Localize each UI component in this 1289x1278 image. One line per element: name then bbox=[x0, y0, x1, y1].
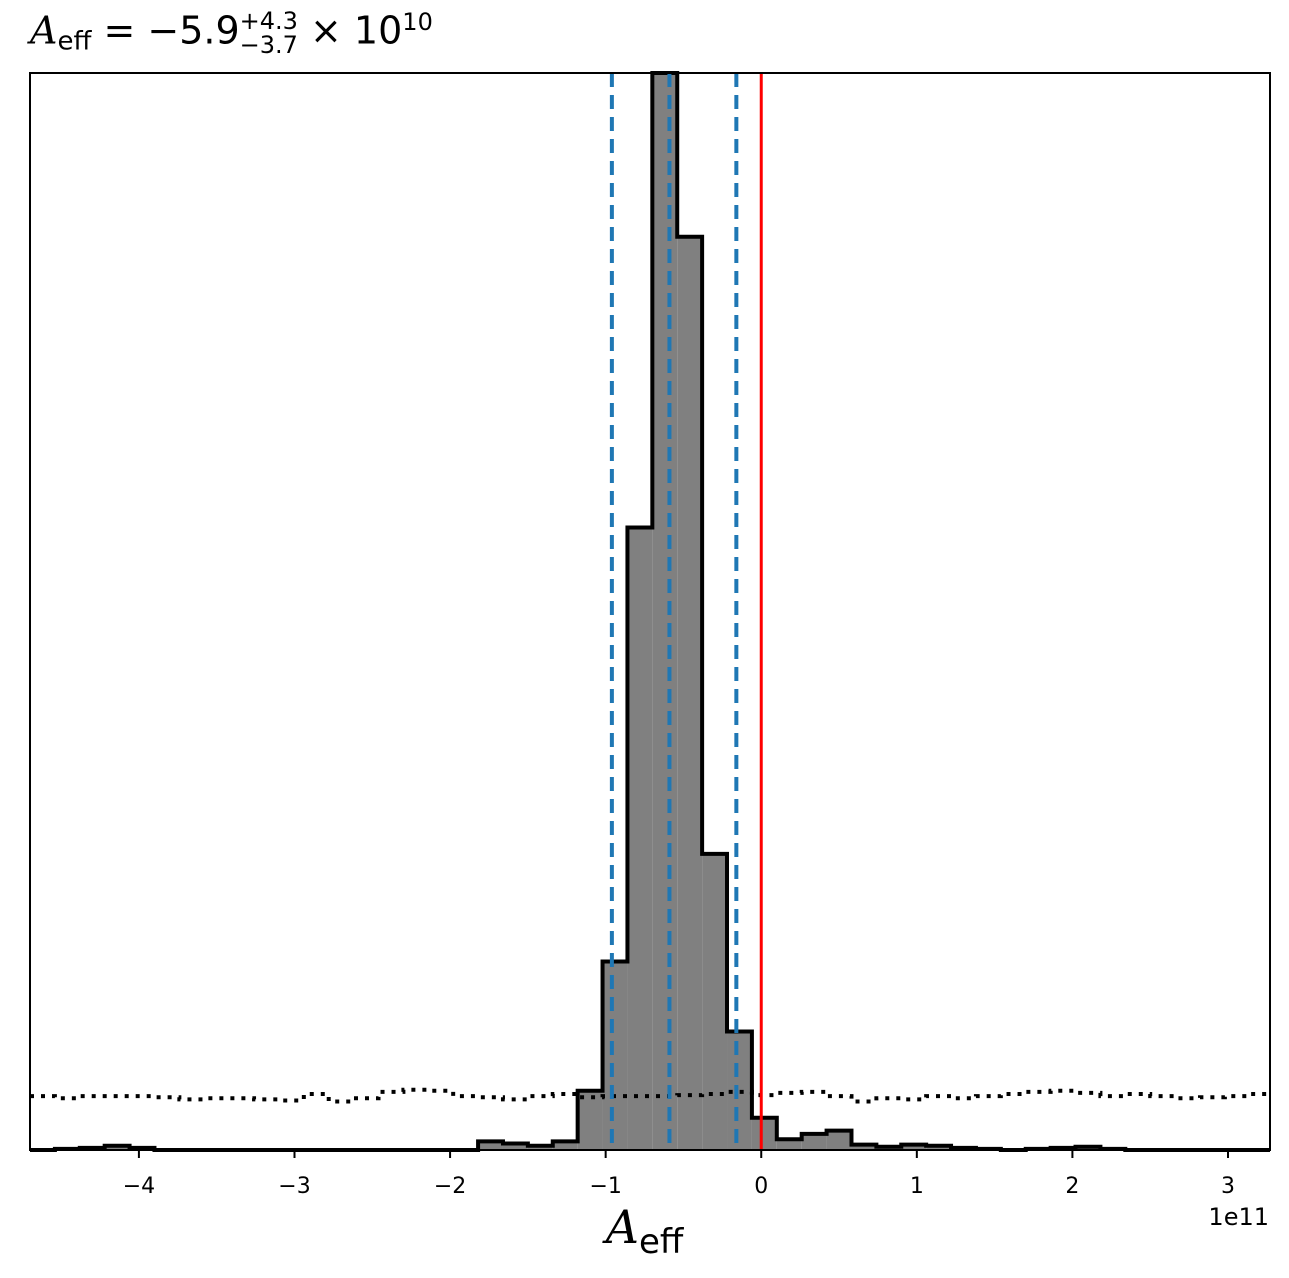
posterior-bar bbox=[478, 1141, 503, 1150]
x-axis-ticks: −4 −3 −2 −1 0 1 2 3 bbox=[123, 1150, 1235, 1199]
posterior-bar bbox=[851, 1144, 877, 1150]
plot-layer bbox=[30, 71, 1270, 1152]
x-tick-label: 1 bbox=[910, 1174, 924, 1199]
x-tick-label: −3 bbox=[278, 1174, 310, 1199]
plot-frame bbox=[29, 72, 1271, 1151]
posterior-bar bbox=[801, 1133, 827, 1150]
title-symbol: A bbox=[30, 8, 58, 53]
posterior-bar bbox=[826, 1130, 852, 1150]
posterior-bar bbox=[751, 1117, 777, 1150]
posterior-bar bbox=[901, 1144, 927, 1150]
posterior-bar bbox=[602, 961, 628, 1150]
title-errors: +4.3 −3.7 bbox=[240, 9, 298, 57]
x-tick-label: 3 bbox=[1221, 1174, 1235, 1199]
chart-title: Aeff = −5.9 +4.3 −3.7 × 1010 bbox=[30, 8, 433, 57]
x-tick-label: 2 bbox=[1065, 1174, 1079, 1199]
title-lower-error: −3.7 bbox=[239, 31, 298, 60]
x-tick-label: −1 bbox=[589, 1174, 621, 1199]
x-tick-label: −2 bbox=[434, 1174, 466, 1199]
posterior-bar bbox=[104, 1145, 130, 1150]
x-axis-label: Aeff bbox=[0, 1200, 1289, 1262]
posterior-bar bbox=[627, 527, 653, 1150]
posterior-bar bbox=[552, 1141, 578, 1150]
title-exponent: 10 bbox=[402, 8, 433, 36]
posterior-bar bbox=[652, 73, 678, 1150]
x-axis-label-symbol: A bbox=[605, 1200, 639, 1254]
title-subscript: eff bbox=[57, 26, 92, 57]
title-multiplier: × 10 bbox=[297, 8, 403, 53]
title-value: = −5.9 bbox=[91, 8, 240, 53]
posterior-bar bbox=[527, 1145, 553, 1150]
x-axis-offset-label: 1e11 bbox=[1208, 1203, 1269, 1231]
title-upper-error: +4.3 bbox=[239, 7, 298, 36]
posterior-bar bbox=[677, 236, 703, 1151]
posterior-bar bbox=[926, 1145, 952, 1150]
posterior-bar bbox=[702, 853, 728, 1150]
x-tick-label: −4 bbox=[123, 1174, 155, 1199]
posterior-bar bbox=[776, 1139, 802, 1150]
x-axis-label-subscript: eff bbox=[638, 1222, 684, 1262]
posterior-bar bbox=[502, 1143, 528, 1150]
x-tick-label: 0 bbox=[754, 1174, 768, 1199]
prior-outline bbox=[30, 1087, 1270, 1104]
posterior-bar bbox=[577, 1090, 603, 1150]
